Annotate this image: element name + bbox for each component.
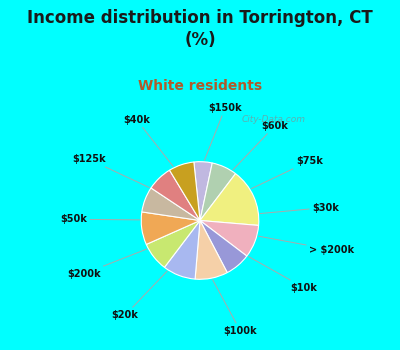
Wedge shape [146,220,200,267]
Wedge shape [200,163,236,220]
Text: $60k: $60k [233,121,288,170]
Wedge shape [151,170,200,220]
Wedge shape [170,162,200,220]
Text: $30k: $30k [260,203,339,214]
Text: $125k: $125k [72,154,149,188]
Wedge shape [164,220,200,279]
Wedge shape [141,212,200,244]
Text: $10k: $10k [248,257,317,293]
Wedge shape [200,220,258,256]
Wedge shape [195,220,227,279]
Wedge shape [200,174,259,225]
Text: $20k: $20k [112,271,167,320]
Text: $200k: $200k [67,249,147,279]
Wedge shape [194,162,212,220]
Text: $100k: $100k [212,280,257,336]
Wedge shape [142,188,200,220]
Wedge shape [200,220,247,273]
Text: $75k: $75k [251,156,323,189]
Text: Income distribution in Torrington, CT
(%): Income distribution in Torrington, CT (%… [27,9,373,49]
Text: > $200k: > $200k [258,236,354,255]
Text: $150k: $150k [204,103,242,160]
Text: $50k: $50k [60,214,140,224]
Text: $40k: $40k [123,114,173,166]
Text: White residents: White residents [138,79,262,93]
Text: City-Data.com: City-Data.com [241,115,305,124]
